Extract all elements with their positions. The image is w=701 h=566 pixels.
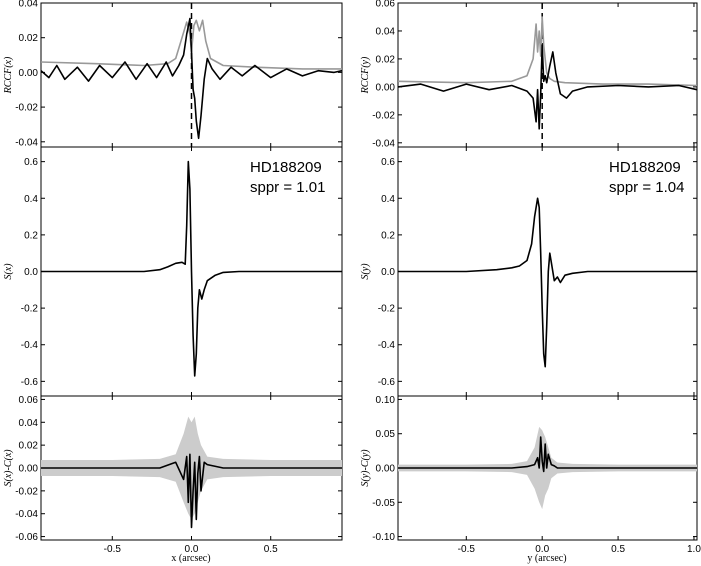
x-tick-label: -0.5 [458,544,476,555]
x-tick-label: 0.0 [535,544,549,555]
left-s-panel: -0.6 -0.4 -0.2 0.0 0.2 0.4 0.6 S(x) [3,147,342,396]
y-tick-label: -0.2 [21,304,39,315]
y-tick-label: 0.0 [381,267,395,278]
left-star-label: HD188209 [250,159,322,176]
left-sppr-label: sppr = 1.01 [250,179,325,196]
y-tick-label: -0.4 [21,340,39,351]
y-tick-label: 0.04 [19,0,39,10]
left-x-axis-label: x (arcsec) [171,553,210,564]
y-axis-label: RCCF(x) [3,56,14,94]
y-tick-label: 0.00 [19,464,39,475]
y-tick-label: 0.04 [19,418,39,429]
y-tick-label: -0.02 [15,486,38,497]
right-diff-panel: -0.10 -0.05 0.00 0.05 0.10 -0.5 0.0 0.5 1.0 S(y)-… [360,395,701,555]
black-series-line [398,436,697,473]
right-x-axis-label: y (arcsec) [527,553,566,564]
y-tick-label: 0.4 [381,194,395,205]
y-tick-label: 0.4 [24,194,38,205]
black-series-line [397,44,698,130]
y-axis-label: S(x) [3,263,14,280]
x-tick-label: -0.5 [104,544,122,555]
y-tick-label: 0.00 [19,68,39,79]
y-tick-label: 0.2 [381,230,395,241]
y-tick-label: -0.02 [372,110,395,121]
y-tick-label: -0.4 [378,340,396,351]
x-tick-label: 1.0 [687,544,701,555]
y-tick-label: 0.02 [376,54,396,65]
black-series-line [41,453,342,529]
left-rccf-panel: -0.04 -0.02 0.00 0.02 0.04 RCCF(x) [3,0,343,148]
x-tick-label: 0.5 [611,544,625,555]
y-tick-label: 0.00 [376,82,396,93]
y-tick-label: 0.04 [376,26,396,37]
y-axis-label: S(y) [360,263,371,280]
y-tick-label: 0.2 [24,230,38,241]
y-tick-label: 0.06 [376,0,396,10]
y-tick-label: 0.05 [376,429,396,440]
x-tick-label: 0.5 [264,544,278,555]
y-axis-label: S(x)-C(x) [3,449,14,487]
left-column: HD188209 sppr = 1.01 x (arcsec) -0.04-0.… [3,0,343,564]
left-diff-panel: -0.06 -0.04 -0.02 0.00 0.02 0.04 0.06 -0.5 0.0 0.… [3,395,342,555]
y-tick-label: -0.04 [15,137,38,148]
black-series-line [41,160,342,377]
y-tick-label: 0.10 [376,395,396,406]
right-column: HD188209 sppr = 1.04 y (arcsec) -0.04-0.… [360,0,701,564]
y-tick-label: 0.6 [381,157,395,168]
y-tick-label: 0.02 [19,441,39,452]
y-tick-label: -0.06 [15,532,38,543]
y-tick-label: -0.04 [372,138,395,149]
y-tick-label: -0.04 [15,509,38,520]
y-tick-label: -0.02 [15,103,38,114]
y-tick-label: -0.2 [378,304,396,315]
y-tick-label: -0.10 [372,532,395,543]
y-tick-label: -0.05 [372,498,395,509]
gray-series-line [397,16,698,87]
y-tick-label: 0.06 [19,395,39,406]
y-tick-label: 0.00 [376,464,396,475]
black-series-line [40,17,343,140]
y-tick-label: 0.02 [19,33,39,44]
right-star-label: HD188209 [609,159,681,176]
y-axis-label: S(y)-C(y) [360,449,371,487]
black-series-line [398,197,697,368]
y-axis-label: RCCF(y) [360,56,371,94]
right-sppr-label: sppr = 1.04 [609,179,684,196]
y-tick-label: 0.6 [24,157,38,168]
x-tick-label: 0.0 [185,544,199,555]
y-tick-label: 0.0 [24,267,38,278]
y-tick-label: -0.6 [378,377,396,388]
y-tick-label: -0.6 [21,377,39,388]
error-band [41,416,342,520]
right-s-panel: -0.6 -0.4 -0.2 0.0 0.2 0.4 0.6 S(y) [360,147,697,396]
right-rccf-panel: -0.04 -0.02 0.00 0.02 0.04 0.06 RCCF(y) [360,0,698,149]
